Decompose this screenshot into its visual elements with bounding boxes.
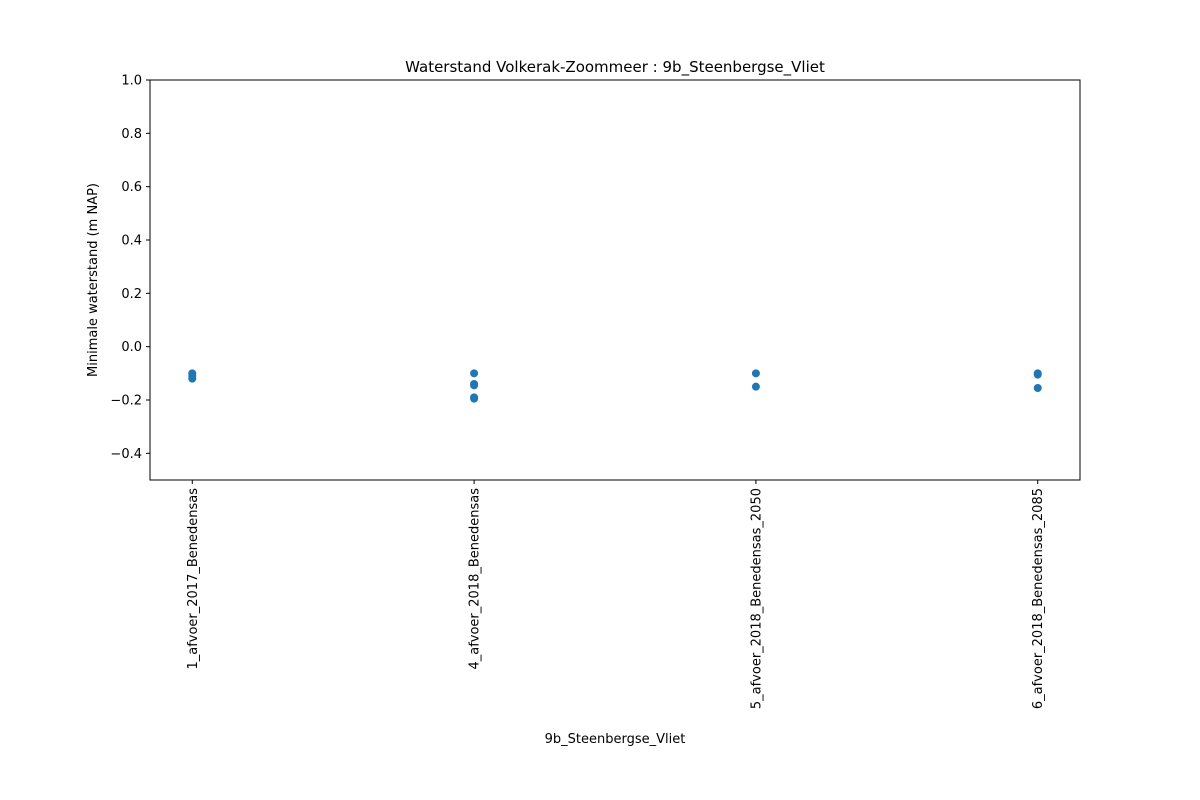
point (470, 381, 479, 390)
y-tick-label: 1.0 (121, 74, 142, 89)
point (751, 369, 760, 378)
x-tick-label: 5_afvoer_2018_Benedensas_2050 (749, 488, 764, 709)
x-tick-label: 4_afvoer_2018_Benedensas (468, 488, 483, 670)
point (470, 369, 479, 378)
x-tick-label: 1_afvoer_2017_Benedensas (186, 488, 201, 670)
point (1033, 384, 1042, 392)
point (188, 374, 197, 383)
y-tick-label: 0.0 (121, 340, 142, 355)
y-tick-label: −0.4 (110, 447, 142, 462)
y-tick-label: 0.6 (121, 180, 142, 195)
x-tick-label: 6_afvoer_2018_Benedensas_2085 (1031, 488, 1046, 709)
plot-frame (149, 79, 1081, 481)
point (751, 382, 760, 391)
y-tick-label: 0.8 (121, 127, 142, 142)
y-tick-label: −0.2 (110, 394, 142, 409)
x-axis-label: 9b_Steenbergse_Vliet (545, 732, 686, 747)
y-axis-label: Minimale waterstand (m NAP) (86, 183, 101, 377)
y-tick-label: 0.4 (121, 234, 142, 249)
point (1033, 370, 1042, 379)
chart-title: Waterstand Volkerak-Zoommeer : 9b_Steenb… (405, 58, 825, 77)
point (470, 394, 479, 403)
y-tick-label: 0.2 (121, 287, 142, 302)
